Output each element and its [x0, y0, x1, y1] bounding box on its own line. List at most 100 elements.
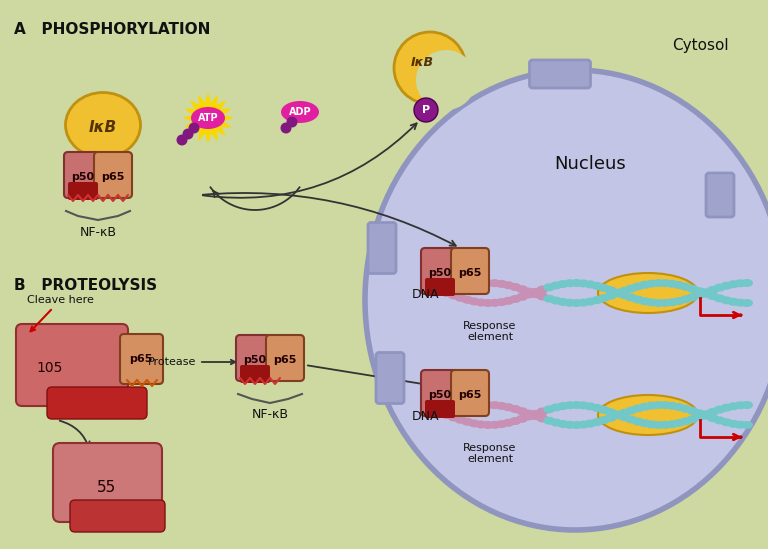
- Text: p50: p50: [429, 390, 452, 400]
- Ellipse shape: [700, 290, 712, 298]
- Ellipse shape: [694, 409, 705, 417]
- Ellipse shape: [591, 418, 603, 426]
- Ellipse shape: [673, 419, 685, 427]
- FancyBboxPatch shape: [421, 370, 459, 416]
- Ellipse shape: [578, 299, 589, 306]
- Ellipse shape: [475, 421, 487, 428]
- Text: p65: p65: [273, 355, 296, 365]
- FancyBboxPatch shape: [376, 352, 404, 404]
- Ellipse shape: [455, 284, 467, 292]
- Ellipse shape: [604, 408, 617, 416]
- Ellipse shape: [707, 292, 719, 300]
- Ellipse shape: [604, 286, 617, 294]
- Ellipse shape: [591, 282, 603, 290]
- Ellipse shape: [618, 291, 631, 299]
- FancyBboxPatch shape: [16, 324, 128, 406]
- Ellipse shape: [462, 404, 473, 412]
- Circle shape: [414, 98, 438, 122]
- Text: Nucleus: Nucleus: [554, 155, 626, 173]
- Ellipse shape: [611, 411, 624, 419]
- Ellipse shape: [727, 298, 740, 306]
- Ellipse shape: [646, 402, 657, 410]
- Ellipse shape: [618, 409, 631, 417]
- FancyBboxPatch shape: [64, 152, 102, 198]
- Ellipse shape: [537, 407, 548, 416]
- Ellipse shape: [523, 288, 535, 295]
- Text: 105: 105: [37, 361, 63, 375]
- Ellipse shape: [516, 415, 528, 423]
- Text: p50: p50: [429, 268, 452, 278]
- Ellipse shape: [666, 402, 678, 410]
- Ellipse shape: [700, 288, 712, 296]
- Ellipse shape: [713, 284, 726, 292]
- Text: P: P: [422, 105, 430, 115]
- Ellipse shape: [557, 402, 569, 410]
- Ellipse shape: [618, 413, 631, 421]
- Ellipse shape: [700, 410, 712, 418]
- Text: IκB: IκB: [89, 120, 117, 135]
- Ellipse shape: [727, 280, 740, 288]
- Ellipse shape: [673, 281, 685, 289]
- Ellipse shape: [680, 283, 692, 291]
- Ellipse shape: [571, 401, 583, 409]
- Text: DNA: DNA: [412, 411, 439, 423]
- Text: element: element: [467, 454, 513, 464]
- Ellipse shape: [550, 296, 562, 305]
- Ellipse shape: [448, 413, 460, 422]
- Text: 55: 55: [98, 480, 117, 496]
- Ellipse shape: [584, 402, 596, 411]
- Ellipse shape: [713, 294, 726, 302]
- Ellipse shape: [673, 297, 685, 305]
- FancyBboxPatch shape: [451, 370, 489, 416]
- Text: NF-κB: NF-κB: [251, 408, 289, 421]
- Ellipse shape: [530, 412, 541, 420]
- Ellipse shape: [687, 407, 698, 415]
- Ellipse shape: [509, 405, 521, 413]
- Ellipse shape: [468, 298, 480, 305]
- Ellipse shape: [584, 298, 596, 306]
- Ellipse shape: [666, 280, 678, 288]
- Ellipse shape: [618, 287, 631, 295]
- Ellipse shape: [571, 299, 583, 307]
- Ellipse shape: [646, 421, 657, 428]
- Ellipse shape: [537, 414, 548, 423]
- Ellipse shape: [502, 281, 515, 289]
- Ellipse shape: [687, 293, 698, 301]
- Ellipse shape: [694, 291, 705, 299]
- Ellipse shape: [502, 297, 515, 305]
- Ellipse shape: [543, 295, 555, 302]
- Ellipse shape: [468, 419, 480, 428]
- Ellipse shape: [468, 281, 480, 289]
- Ellipse shape: [488, 401, 501, 409]
- FancyBboxPatch shape: [236, 335, 274, 381]
- Ellipse shape: [550, 282, 562, 289]
- Text: element: element: [467, 332, 513, 342]
- Ellipse shape: [543, 405, 555, 413]
- Ellipse shape: [488, 421, 501, 429]
- FancyBboxPatch shape: [68, 182, 98, 200]
- Ellipse shape: [598, 406, 610, 414]
- Ellipse shape: [680, 405, 692, 413]
- Ellipse shape: [448, 292, 460, 299]
- Ellipse shape: [727, 420, 740, 428]
- Ellipse shape: [720, 282, 733, 290]
- Ellipse shape: [639, 419, 650, 427]
- Ellipse shape: [659, 279, 671, 287]
- Ellipse shape: [65, 92, 141, 158]
- Ellipse shape: [462, 282, 473, 290]
- Ellipse shape: [741, 299, 753, 307]
- FancyBboxPatch shape: [47, 387, 147, 419]
- Ellipse shape: [652, 401, 664, 409]
- Polygon shape: [184, 94, 232, 142]
- Ellipse shape: [523, 410, 535, 418]
- Text: Cleave here: Cleave here: [27, 295, 94, 331]
- Ellipse shape: [523, 290, 535, 299]
- Text: B   PROTEOLYSIS: B PROTEOLYSIS: [14, 278, 157, 293]
- FancyBboxPatch shape: [53, 443, 162, 522]
- Ellipse shape: [488, 299, 501, 307]
- Ellipse shape: [502, 419, 515, 427]
- Ellipse shape: [571, 421, 583, 429]
- FancyBboxPatch shape: [706, 173, 734, 217]
- FancyBboxPatch shape: [240, 365, 270, 383]
- Ellipse shape: [502, 403, 515, 411]
